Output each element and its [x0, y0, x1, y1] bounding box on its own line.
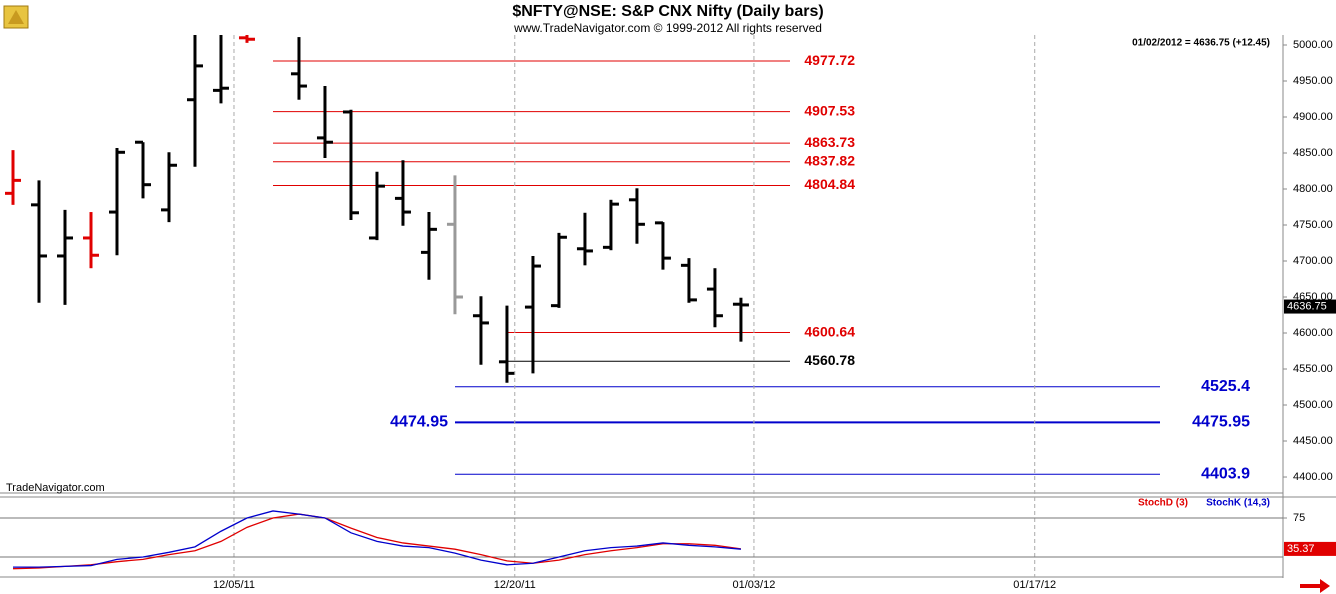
level-label: 4600.64 — [804, 323, 855, 339]
level-left-label: 4474.95 — [390, 414, 448, 431]
legend-entry: StochD (3) — [1138, 498, 1188, 509]
level-label: 4403.9 — [1201, 465, 1250, 482]
y-tick-label: 4950.00 — [1293, 75, 1333, 87]
last-value-box — [1284, 541, 1336, 556]
x-tick-label: 12/05/11 — [213, 579, 255, 591]
y-tick-label: 4500.00 — [1293, 399, 1333, 411]
chart-subtitle: www.TradeNavigator.com © 1999-2012 All r… — [513, 21, 822, 35]
plot-area — [4, 35, 1160, 475]
level-label: 4475.95 — [1192, 414, 1250, 431]
level-label: 4863.73 — [804, 134, 855, 150]
watermark: TradeNavigator.com — [6, 482, 105, 494]
y-tick-label: 4800.00 — [1293, 183, 1333, 195]
quote-header: 01/02/2012 = 4636.75 (+12.45) — [1132, 38, 1270, 49]
y-tick-label: 4700.00 — [1293, 255, 1333, 267]
level-label: 4804.84 — [804, 176, 855, 192]
chart-title: $NFTY@NSE: S&P CNX Nifty (Daily bars) — [512, 3, 823, 20]
scroll-arrow[interactable] — [1300, 579, 1330, 593]
y-tick-label: 4600.00 — [1293, 327, 1333, 339]
last-value-box — [1284, 299, 1336, 314]
y-tick-label: 4750.00 — [1293, 219, 1333, 231]
y-tick-label: 4400.00 — [1293, 471, 1333, 483]
level-label: 4560.78 — [804, 352, 855, 368]
y-tick-label: 4450.00 — [1293, 435, 1333, 447]
logo-icon — [3, 5, 29, 29]
y-tick-label: 4550.00 — [1293, 363, 1333, 375]
y-tick-label: 4900.00 — [1293, 111, 1333, 123]
y-tick-label: 75 — [1293, 512, 1305, 524]
last-value-label: 35.37 — [1287, 543, 1315, 555]
x-tick-label: 12/20/11 — [494, 579, 536, 591]
level-label: 4907.53 — [804, 102, 855, 118]
y-tick-label: 4850.00 — [1293, 147, 1333, 159]
x-tick-label: 01/03/12 — [733, 579, 776, 591]
level-label: 4977.72 — [804, 52, 855, 68]
level-label: 4525.4 — [1201, 378, 1250, 395]
y-tick-label: 5000.00 — [1293, 39, 1333, 51]
x-tick-label: 01/17/12 — [1013, 579, 1056, 591]
stoch-line — [12, 513, 742, 570]
last-value-label: 4636.75 — [1287, 300, 1327, 312]
legend-entry: StochK (14,3) — [1206, 498, 1270, 509]
level-label: 4837.82 — [804, 152, 855, 168]
stoch-line — [12, 510, 742, 568]
